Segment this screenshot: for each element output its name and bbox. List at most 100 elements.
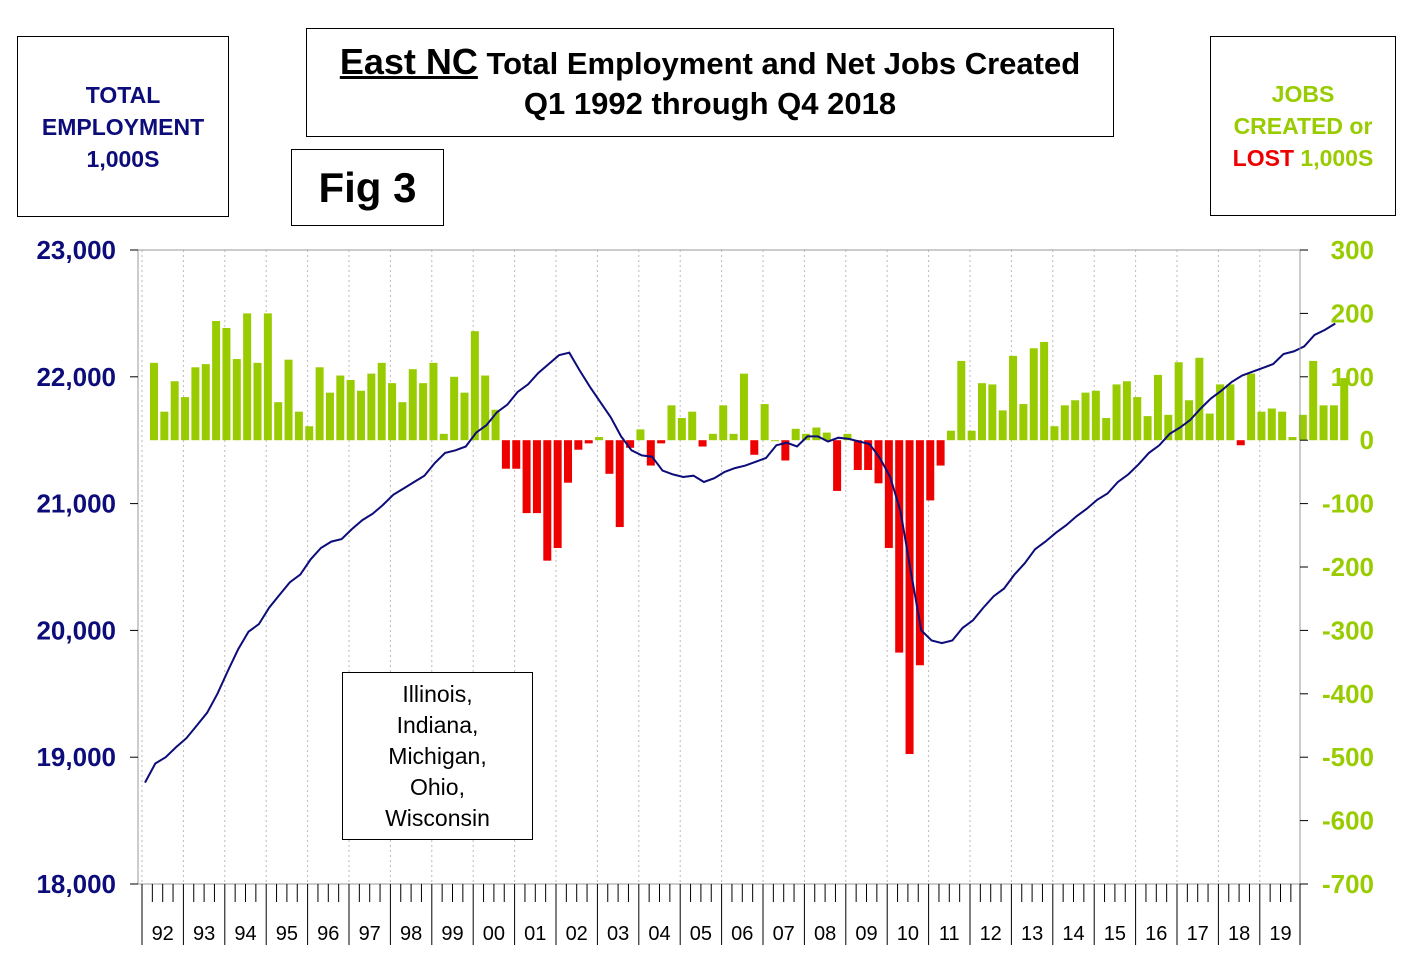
x-tick-label: 04 xyxy=(648,923,670,945)
net-jobs-bar xyxy=(833,440,842,491)
left-tick-label: 23,000 xyxy=(36,235,116,265)
net-jobs-bar xyxy=(1216,384,1225,441)
net-jobs-bar xyxy=(1329,405,1338,441)
net-jobs-bar xyxy=(698,440,707,447)
net-jobs-bar xyxy=(336,375,345,441)
net-jobs-bar xyxy=(708,433,717,441)
net-jobs-bar xyxy=(325,392,334,441)
net-jobs-bar xyxy=(232,359,241,441)
net-jobs-bar xyxy=(822,432,831,441)
x-tick-label: 01 xyxy=(524,923,546,945)
x-tick-label: 14 xyxy=(1062,923,1084,945)
net-jobs-bar xyxy=(646,440,655,466)
net-jobs-bar xyxy=(181,397,190,441)
left-axis-title-line: EMPLOYMENT xyxy=(41,113,205,140)
figure-label: Fig 3 xyxy=(291,149,444,226)
net-jobs-bar xyxy=(1009,355,1018,441)
net-jobs-bar xyxy=(160,411,169,441)
x-tick-label: 03 xyxy=(607,923,629,945)
net-jobs-bar xyxy=(170,381,179,441)
net-jobs-bar xyxy=(853,440,862,470)
net-jobs-bar xyxy=(346,379,355,441)
net-jobs-bar xyxy=(771,440,779,442)
net-jobs-bar xyxy=(450,376,459,441)
right-tick-label: 300 xyxy=(1331,235,1374,265)
chart-title-box: East NC Total Employment and Net Jobs Cr… xyxy=(306,28,1114,137)
right-axis-title-line2: CREATED or xyxy=(1233,113,1373,139)
net-jobs-bar xyxy=(760,404,769,441)
net-jobs-bar xyxy=(1174,362,1183,441)
net-jobs-bar xyxy=(905,440,914,755)
right-tick-label: -400 xyxy=(1322,679,1374,709)
net-jobs-bar xyxy=(1153,374,1162,441)
chart-title-line1: East NC Total Employment and Net Jobs Cr… xyxy=(340,41,1081,84)
right-axis-title-line3: LOST 1,000S xyxy=(1233,142,1374,174)
net-jobs-bar xyxy=(543,440,552,561)
net-jobs-bar xyxy=(936,440,945,466)
net-jobs-bar xyxy=(439,433,448,441)
x-tick-label: 97 xyxy=(359,923,381,945)
state-label: Illinois, xyxy=(402,680,473,707)
chart-title-rest: Total Employment and Net Jobs Created xyxy=(477,45,1081,81)
net-jobs-bar xyxy=(719,405,728,441)
x-tick-label: 93 xyxy=(193,923,215,945)
net-jobs-bar xyxy=(1122,381,1131,441)
net-jobs-bar xyxy=(636,429,645,441)
net-jobs-bar xyxy=(512,440,521,469)
net-jobs-bar xyxy=(429,362,438,441)
net-jobs-bar xyxy=(212,321,221,441)
net-jobs-bar xyxy=(491,409,500,441)
axes: 18,000 19,000 20,000 21,000 22,000 23,000 -700… xyxy=(36,235,1374,945)
right-tick-label: -700 xyxy=(1322,869,1374,899)
x-tick-label: 05 xyxy=(690,923,712,945)
net-jobs-bar xyxy=(294,411,303,441)
x-tick-label: 19 xyxy=(1269,923,1291,945)
net-jobs-bar xyxy=(1309,360,1318,441)
net-jobs-bar xyxy=(1060,405,1069,441)
x-tick-label: 99 xyxy=(441,923,463,945)
left-tick-label: 18,000 xyxy=(36,869,116,899)
net-jobs-bar xyxy=(884,440,893,548)
state-label: Ohio, xyxy=(410,773,465,800)
plot-frame xyxy=(137,249,1301,885)
x-tick-label: 08 xyxy=(814,923,836,945)
right-axis-title-box: JOBS CREATED or LOST 1,000S xyxy=(1210,36,1396,216)
state-label: Indiana, xyxy=(396,711,479,738)
x-tick-label: 94 xyxy=(234,923,256,945)
net-jobs-bar xyxy=(957,360,966,441)
net-jobs-bar xyxy=(1071,400,1080,441)
x-tick-label: 11 xyxy=(939,923,960,945)
x-tick-label: 96 xyxy=(317,923,339,945)
x-tick-label: 16 xyxy=(1145,923,1167,945)
net-jobs-bar xyxy=(1319,405,1328,441)
net-jobs-bar xyxy=(791,428,800,441)
left-axis-title-line: TOTAL xyxy=(85,81,161,108)
x-tick-label: 10 xyxy=(897,923,919,945)
right-tick-label: -600 xyxy=(1322,806,1374,836)
x-tick-label: 13 xyxy=(1021,923,1043,945)
net-jobs-bar xyxy=(843,433,852,441)
net-jobs-bar xyxy=(946,430,955,441)
right-tick-label: 100 xyxy=(1331,362,1374,392)
net-jobs-bar xyxy=(398,402,407,441)
left-tick-label: 22,000 xyxy=(36,362,116,392)
net-jobs-bar xyxy=(305,426,314,441)
employment-line-layer xyxy=(144,322,1336,784)
net-jobs-bar xyxy=(1081,392,1090,441)
net-jobs-bar xyxy=(574,440,583,450)
net-jobs-bar xyxy=(657,440,666,444)
net-jobs-bar xyxy=(874,440,883,484)
net-jobs-bar xyxy=(750,440,759,455)
net-jobs-bar xyxy=(967,430,976,441)
x-tick-label: 12 xyxy=(980,923,1002,945)
states-legend-box: Illinois, Indiana, Michigan, Ohio, Wisco… xyxy=(342,672,533,840)
net-jobs-bar xyxy=(274,402,283,441)
net-jobs-bar xyxy=(615,440,624,528)
net-jobs-bar xyxy=(677,418,686,441)
right-tick-label: -100 xyxy=(1322,489,1374,519)
net-jobs-bar xyxy=(553,440,562,548)
net-jobs-bar xyxy=(460,392,469,441)
net-jobs-bar xyxy=(284,359,293,441)
net-jobs-bar xyxy=(1205,413,1214,441)
